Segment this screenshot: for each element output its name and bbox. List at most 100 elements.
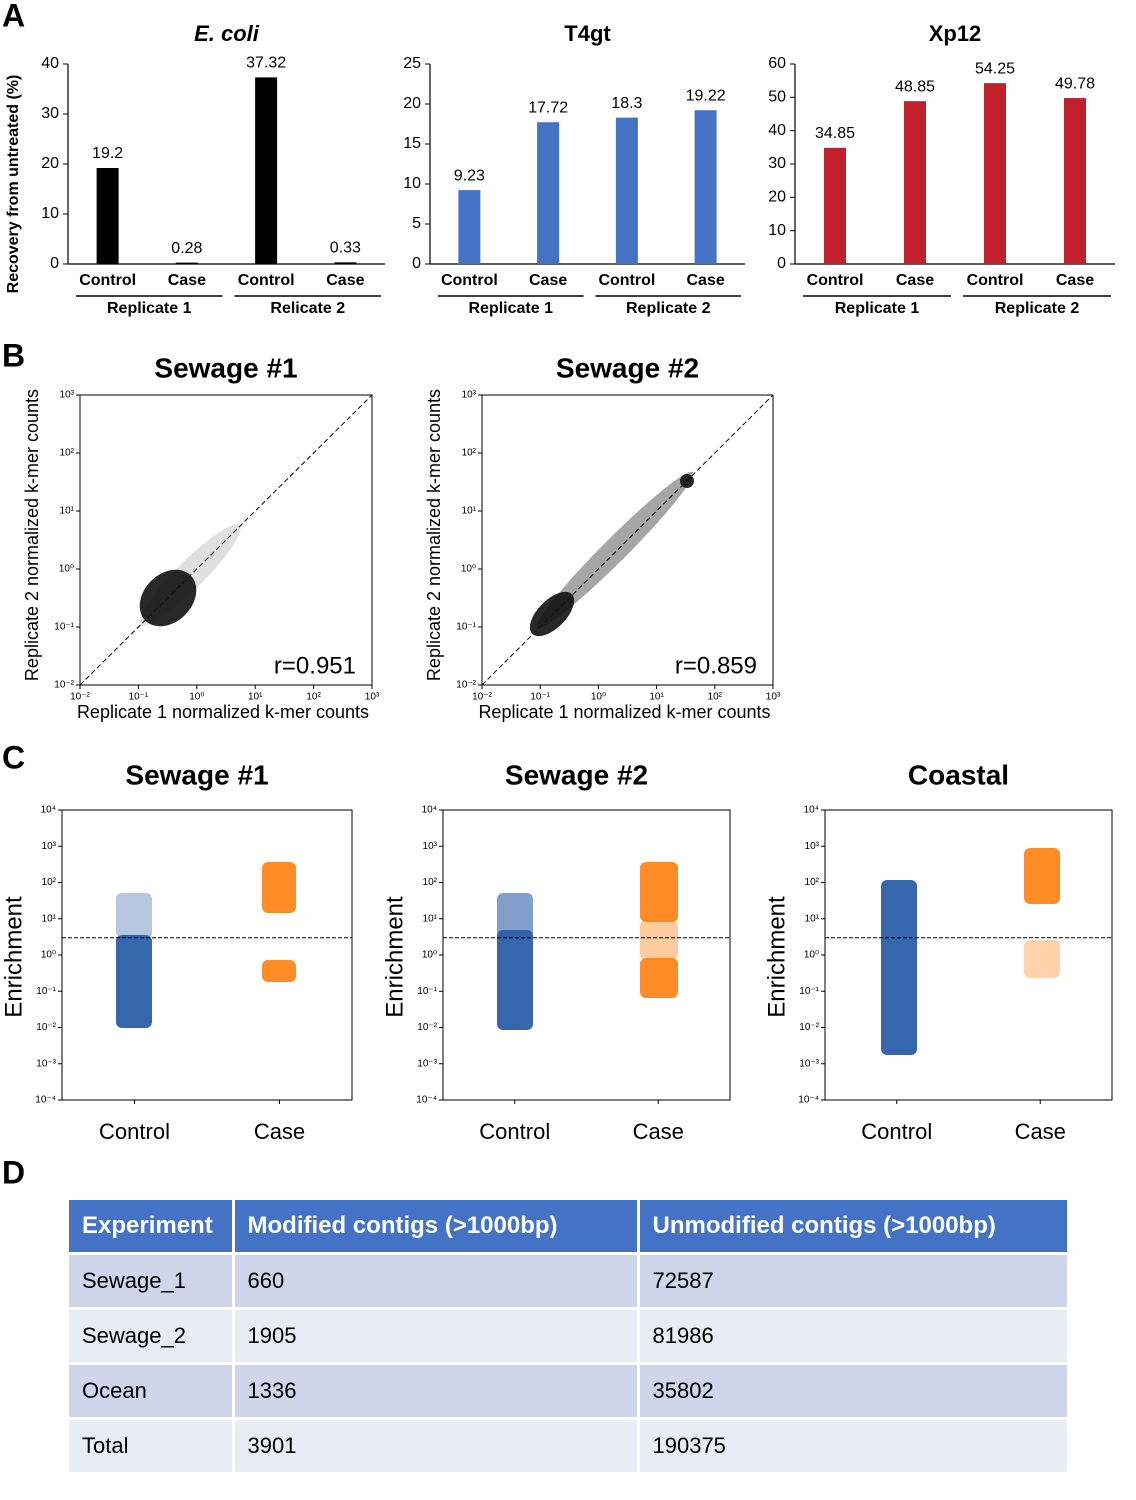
x-tick-label: 10³ bbox=[766, 692, 781, 703]
plot-frame bbox=[61, 809, 353, 1101]
y-tick-label: 10⁰ bbox=[41, 950, 56, 961]
y-tick-label: 10 bbox=[41, 205, 59, 222]
y-tick-label: 10⁴ bbox=[804, 805, 819, 816]
group-label: Relicate 2 bbox=[270, 300, 345, 317]
table-cell: 3901 bbox=[233, 1418, 640, 1475]
x-tick-label: Control bbox=[479, 1119, 550, 1144]
y-tick-label: 10² bbox=[60, 448, 75, 459]
x-tick-label: 10⁻¹ bbox=[530, 692, 550, 703]
point-cloud bbox=[640, 958, 678, 998]
y-tick-label: 20 bbox=[768, 189, 786, 206]
table-cell: 72587 bbox=[638, 1253, 1070, 1310]
data-label: 37.32 bbox=[246, 55, 286, 72]
panel-label: C bbox=[2, 739, 25, 775]
bar bbox=[96, 168, 119, 264]
bar bbox=[255, 77, 278, 265]
data-label: 34.85 bbox=[815, 125, 855, 142]
header-cell: Experiment bbox=[69, 1200, 235, 1255]
y-tick-label: 20 bbox=[41, 155, 59, 172]
x-tick-label: Case bbox=[254, 1119, 305, 1144]
table-row: Sewage_2 1905 81986 bbox=[69, 1308, 1070, 1365]
data-label: 0.28 bbox=[171, 240, 202, 257]
y-tick-label: 25 bbox=[403, 55, 421, 72]
y-tick-label: 10⁻⁴ bbox=[798, 1095, 819, 1106]
data-label: 49.78 bbox=[1055, 75, 1095, 92]
group-label: Replicate 2 bbox=[995, 300, 1080, 317]
x-tick-label: 10⁻¹ bbox=[129, 692, 149, 703]
y-tick-label: 10¹ bbox=[60, 506, 75, 517]
chart-title: Sewage #1 bbox=[125, 759, 268, 790]
x-tick-label: Control bbox=[967, 272, 1024, 289]
y-tick-label: 10¹ bbox=[462, 506, 477, 517]
y-axis-label: Replicate 2 normalized k-mer counts bbox=[22, 389, 42, 681]
table-row: Sewage_1 660 72587 bbox=[69, 1253, 1070, 1310]
y-tick-label: 30 bbox=[41, 105, 59, 122]
header-cell: Unmodified contigs (>1000bp) bbox=[638, 1200, 1070, 1255]
point-cloud bbox=[497, 930, 533, 1030]
annotation: r=0.859 bbox=[675, 652, 757, 679]
x-tick-label: Case bbox=[1056, 272, 1094, 289]
bar bbox=[615, 117, 638, 264]
bar bbox=[1064, 98, 1086, 264]
point-cloud bbox=[536, 471, 694, 629]
y-axis-label: Replicate 2 normalized k-mer counts bbox=[424, 389, 444, 681]
plot-frame bbox=[824, 809, 1113, 1101]
point-clouds bbox=[116, 471, 1060, 1055]
y-axis-label: Enrichment bbox=[763, 896, 790, 1018]
x-tick-label: 10¹ bbox=[649, 692, 664, 703]
point-cloud bbox=[1024, 940, 1060, 978]
contig-table: Experiment Modified contigs (>1000bp) Un… bbox=[69, 1200, 1070, 1475]
panel-label: D bbox=[2, 1154, 25, 1190]
y-tick-label: 10⁰ bbox=[422, 950, 437, 961]
y-tick-label: 10⁻³ bbox=[799, 1058, 819, 1069]
y-tick-label: 10¹ bbox=[42, 913, 57, 924]
plot-frame bbox=[442, 809, 731, 1101]
y-tick-label: 10¹ bbox=[805, 913, 820, 924]
y-tick-label: 10⁻¹ bbox=[54, 622, 74, 633]
x-tick-label: Case bbox=[529, 272, 567, 289]
table-cell: 1905 bbox=[233, 1308, 640, 1365]
chart-title: Coastal bbox=[908, 759, 1009, 790]
y-tick-label: 40 bbox=[768, 122, 786, 139]
bar bbox=[984, 83, 1006, 265]
header-cell: Modified contigs (>1000bp) bbox=[233, 1200, 640, 1255]
bar bbox=[824, 147, 846, 264]
bar bbox=[537, 122, 560, 265]
y-tick-label: 10 bbox=[403, 175, 421, 192]
x-tick-label: Control bbox=[598, 272, 655, 289]
point-cloud bbox=[640, 862, 678, 922]
data-label: 9.23 bbox=[454, 167, 485, 184]
data-label: 19.22 bbox=[686, 87, 726, 104]
y-tick-label: 10³ bbox=[60, 390, 75, 401]
x-tick-label: Case bbox=[168, 272, 206, 289]
x-tick-label: 10⁻² bbox=[472, 692, 492, 703]
x-tick-label: Control bbox=[441, 272, 498, 289]
y-tick-label: 10⁰ bbox=[59, 564, 74, 575]
x-tick-label: 10³ bbox=[365, 692, 380, 703]
data-label: 18.3 bbox=[611, 95, 642, 112]
point-cloud bbox=[116, 893, 152, 938]
y-tick-label: 10⁻² bbox=[456, 680, 476, 691]
x-tick-label: Case bbox=[326, 272, 364, 289]
y-axis-label: Recovery from untreated (%) bbox=[5, 75, 22, 294]
group-label: Replicate 2 bbox=[626, 300, 711, 317]
y-tick-label: 40 bbox=[41, 55, 59, 72]
bar bbox=[458, 190, 481, 264]
y-tick-label: 10² bbox=[423, 877, 438, 888]
y-tick-label: 15 bbox=[403, 135, 421, 152]
data-label: 17.72 bbox=[528, 99, 568, 116]
point-cloud bbox=[139, 569, 197, 627]
y-tick-label: 0 bbox=[50, 255, 59, 272]
table-cell: 190375 bbox=[638, 1418, 1070, 1475]
x-axis-label: Replicate 1 normalized k-mer counts bbox=[77, 702, 369, 722]
y-tick-label: 10² bbox=[805, 877, 820, 888]
y-tick-label: 10⁻² bbox=[36, 1022, 56, 1033]
y-tick-label: 10³ bbox=[462, 390, 477, 401]
y-tick-label: 10⁻² bbox=[417, 1022, 437, 1033]
panel-label: B bbox=[2, 337, 25, 373]
table-cell: Total bbox=[69, 1418, 235, 1475]
point-cloud bbox=[497, 893, 533, 938]
annotation: r=0.951 bbox=[274, 652, 356, 679]
chart-title: E. coli bbox=[194, 21, 260, 46]
x-axis-label: Replicate 1 normalized k-mer counts bbox=[478, 702, 770, 722]
